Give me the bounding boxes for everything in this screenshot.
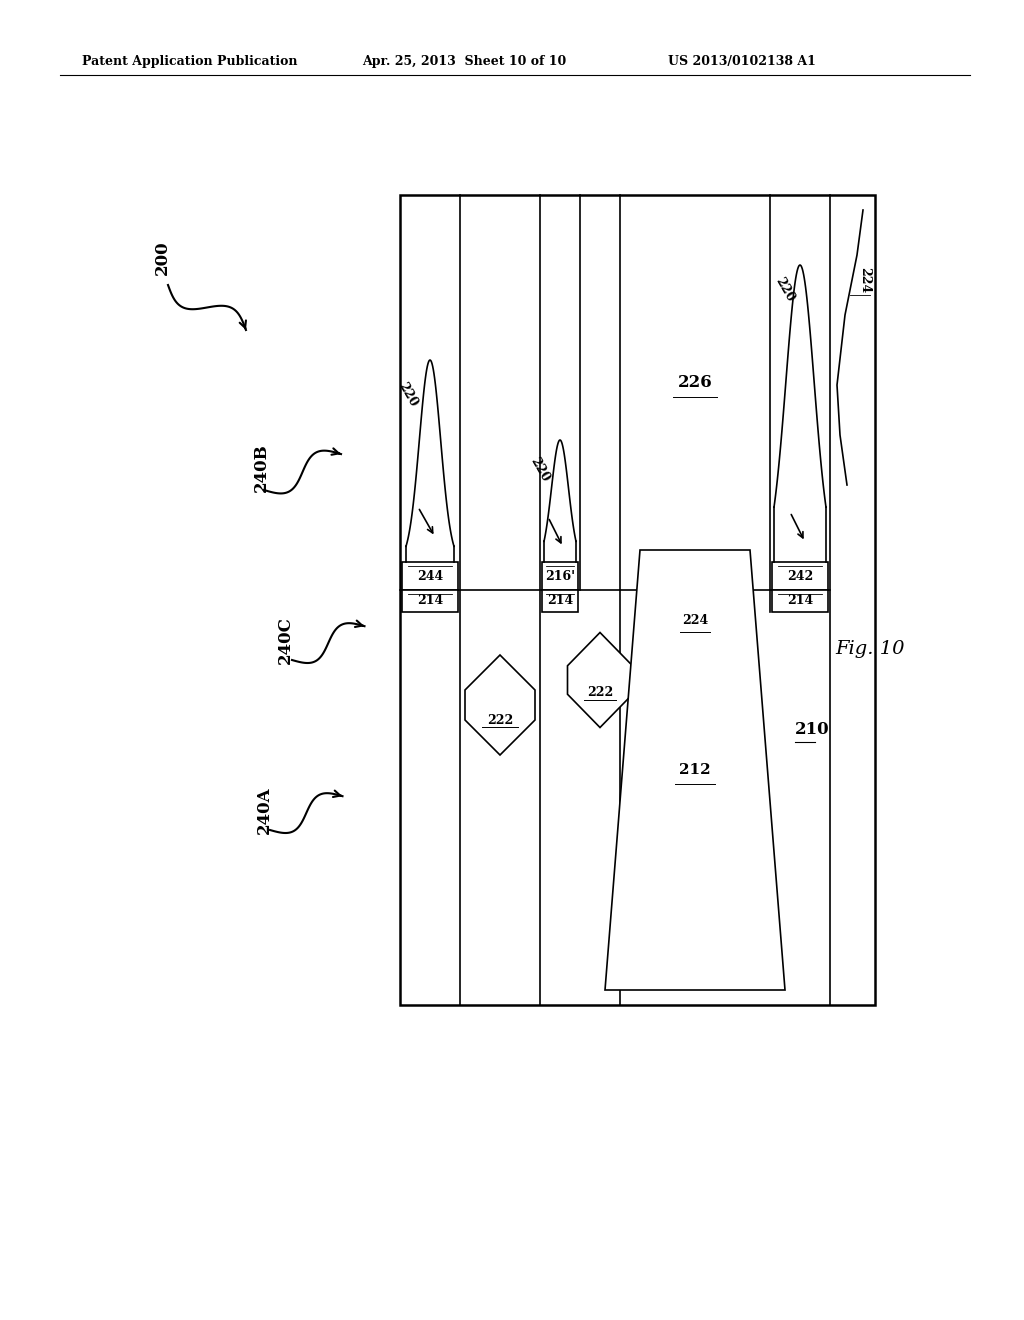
Text: 224: 224 <box>858 267 871 293</box>
Text: 214: 214 <box>417 594 443 607</box>
Text: 214: 214 <box>786 594 813 607</box>
Bar <box>772 590 828 612</box>
Text: 240A: 240A <box>256 787 273 834</box>
Polygon shape <box>605 550 785 990</box>
Bar <box>772 562 828 590</box>
Text: 222: 222 <box>587 685 613 698</box>
Text: 212: 212 <box>679 763 711 777</box>
Text: 222: 222 <box>486 714 513 726</box>
Text: 240B: 240B <box>253 444 270 492</box>
Polygon shape <box>567 632 633 727</box>
Text: 226: 226 <box>678 374 713 391</box>
Bar <box>402 590 458 612</box>
Text: 242: 242 <box>786 569 813 582</box>
Bar <box>402 562 458 590</box>
Polygon shape <box>465 655 535 755</box>
Text: 200: 200 <box>154 240 171 276</box>
Bar <box>542 562 578 590</box>
Text: Apr. 25, 2013  Sheet 10 of 10: Apr. 25, 2013 Sheet 10 of 10 <box>362 55 566 69</box>
Bar <box>400 195 874 1005</box>
Text: 220: 220 <box>527 455 552 484</box>
Text: 244: 244 <box>417 569 443 582</box>
Text: 224: 224 <box>682 614 709 627</box>
Bar <box>542 590 578 612</box>
Text: Patent Application Publication: Patent Application Publication <box>82 55 298 69</box>
Text: 220: 220 <box>396 380 420 409</box>
Text: 210: 210 <box>795 722 829 738</box>
Text: 216': 216' <box>545 569 575 582</box>
Text: Fig. 10: Fig. 10 <box>835 640 904 657</box>
Text: US 2013/0102138 A1: US 2013/0102138 A1 <box>668 55 816 69</box>
Text: 220: 220 <box>773 276 798 305</box>
Text: 214: 214 <box>547 594 573 607</box>
Text: 240C: 240C <box>278 616 294 664</box>
